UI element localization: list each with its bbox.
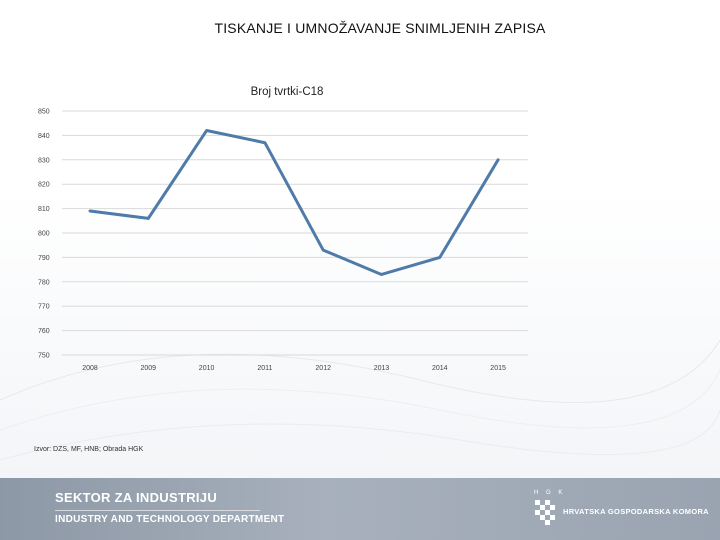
y-tick-label: 770 — [38, 304, 50, 311]
data-point — [147, 217, 150, 220]
background-decoration — [0, 339, 720, 461]
y-tick-label: 750 — [38, 353, 50, 360]
data-point — [322, 248, 325, 252]
hgk-checkerboard-logo — [535, 500, 555, 525]
x-tick-label: 2010 — [199, 365, 215, 372]
y-tick-label: 840 — [38, 133, 50, 140]
y-tick-label: 800 — [38, 231, 50, 238]
data-point — [263, 141, 267, 144]
data-point — [88, 209, 92, 213]
y-tick-label: 810 — [38, 206, 50, 213]
x-tick-label: 2009 — [141, 365, 157, 372]
data-point — [380, 273, 383, 276]
footer-divider — [55, 510, 260, 511]
y-tick-label: 790 — [38, 255, 50, 262]
org-name: HRVATSKA GOSPODARSKA KOMORA — [563, 507, 709, 516]
data-point — [205, 129, 208, 132]
footer-bar — [0, 478, 720, 540]
org-abbreviation: H G K — [534, 490, 566, 496]
footer-department-title: SEKTOR ZA INDUSTRIJU — [55, 490, 218, 505]
data-point — [438, 256, 441, 259]
x-tick-label: 2015 — [490, 365, 506, 372]
footer-department-subtitle: INDUSTRY AND TECHNOLOGY DEPARTMENT — [55, 514, 285, 525]
chart-title: Broj tvrtki-C18 — [251, 86, 324, 98]
data-point — [496, 158, 500, 161]
source-note: Izvor: DZS, MF, HNB; Obrada HGK — [34, 446, 144, 453]
x-tick-label: 2011 — [257, 365, 272, 372]
y-tick-label: 760 — [38, 328, 50, 335]
y-tick-label: 850 — [38, 109, 50, 116]
x-tick-label: 2013 — [374, 365, 390, 372]
slide-title: TISKANJE I UMNOŽAVANJE SNIMLJENIH ZAPISA — [214, 20, 546, 36]
y-tick-label: 830 — [38, 157, 50, 164]
y-tick-label: 780 — [38, 279, 50, 286]
y-tick-label: 820 — [38, 182, 50, 189]
x-tick-label: 2012 — [315, 365, 331, 372]
x-tick-label: 2008 — [82, 365, 98, 372]
series-line — [88, 129, 500, 276]
x-tick-label: 2014 — [432, 365, 448, 372]
slide-background — [0, 0, 720, 478]
line-chart: 750 760 770 780 790 800 810 820 830 840 850 2008 20… — [38, 86, 528, 372]
